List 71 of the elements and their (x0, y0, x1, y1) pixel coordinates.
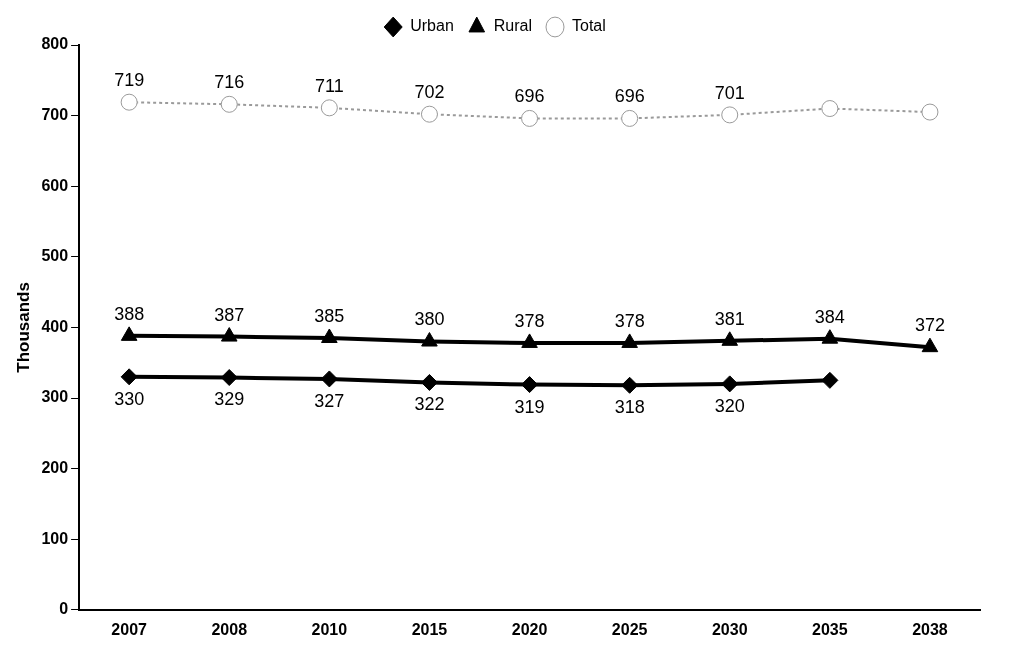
point (321, 328, 338, 343)
y-tick-label: 0 (59, 600, 69, 618)
data-label: 318 (614, 397, 645, 418)
data-label: 702 (414, 82, 445, 103)
x-tick-label: 2038 (912, 620, 948, 638)
data-label: 320 (714, 395, 745, 416)
x-tick-label: 2015 (411, 620, 448, 638)
point (320, 370, 338, 388)
point (521, 376, 539, 394)
point (120, 93, 138, 111)
point (821, 100, 839, 118)
data-label: 381 (714, 308, 745, 329)
y-tick-label: 100 (41, 529, 69, 547)
data-label: 711 (315, 75, 344, 96)
point (420, 105, 438, 123)
point (220, 327, 238, 342)
data-label: 378 (514, 310, 545, 331)
y-tick-label: 400 (41, 317, 69, 335)
point (320, 99, 338, 117)
data-label: 380 (414, 309, 445, 330)
data-label: 388 (114, 303, 145, 324)
data-label: 384 (814, 306, 845, 327)
point (821, 371, 839, 389)
point (521, 109, 539, 127)
x-tick-label: 2010 (311, 620, 348, 638)
data-label: 319 (514, 396, 545, 417)
data-label: 322 (414, 394, 445, 415)
point (721, 106, 739, 124)
data-label: 330 (114, 388, 145, 409)
legend-label: Rural (493, 17, 533, 35)
data-label: 701 (714, 82, 745, 103)
y-tick-label: 500 (41, 247, 69, 265)
y-tick-label: 200 (41, 459, 69, 477)
data-label: 385 (314, 305, 345, 326)
data-label: 327 (314, 390, 345, 411)
point (621, 376, 639, 394)
point (220, 95, 238, 113)
data-label: 387 (214, 304, 245, 325)
point (421, 332, 438, 347)
data-label: 329 (214, 389, 245, 410)
point (921, 337, 939, 353)
x-tick-label: 2008 (211, 620, 248, 638)
point (921, 103, 939, 121)
x-tick-label: 2020 (511, 620, 548, 638)
x-tick-label: 2035 (812, 620, 848, 638)
data-label: 372 (914, 315, 945, 336)
data-label: 696 (514, 86, 545, 107)
y-tick-label: 800 (41, 35, 69, 53)
legend-label: Urban (410, 17, 454, 35)
y-tick-label: 300 (41, 388, 69, 406)
x-tick-label: 2025 (611, 620, 648, 638)
point (521, 333, 538, 348)
y-tick-label: 600 (41, 176, 69, 194)
point (721, 331, 739, 346)
y-tick-label: 700 (41, 106, 69, 124)
point (120, 368, 138, 386)
legend-label: Total (572, 17, 606, 35)
point (120, 326, 138, 341)
point (420, 373, 438, 391)
x-tick-label: 2030 (711, 620, 748, 638)
data-label: 696 (614, 86, 645, 107)
data-label: 378 (614, 310, 645, 331)
data-label: 716 (214, 72, 245, 93)
point (220, 369, 238, 387)
point (821, 329, 839, 344)
x-tick-label: 2007 (111, 620, 148, 638)
point (621, 333, 638, 348)
data-label: 719 (114, 70, 145, 91)
point (621, 109, 639, 127)
y-axis-title: Thousands (13, 282, 33, 373)
point (721, 375, 739, 393)
